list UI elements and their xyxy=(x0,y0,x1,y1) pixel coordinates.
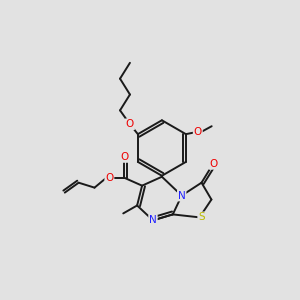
Text: N: N xyxy=(178,190,186,201)
Text: O: O xyxy=(120,152,128,162)
Text: O: O xyxy=(105,173,113,183)
Text: O: O xyxy=(126,119,134,129)
Text: N: N xyxy=(149,215,157,225)
Text: O: O xyxy=(209,159,217,169)
Text: S: S xyxy=(198,212,205,222)
Text: O: O xyxy=(194,127,202,137)
